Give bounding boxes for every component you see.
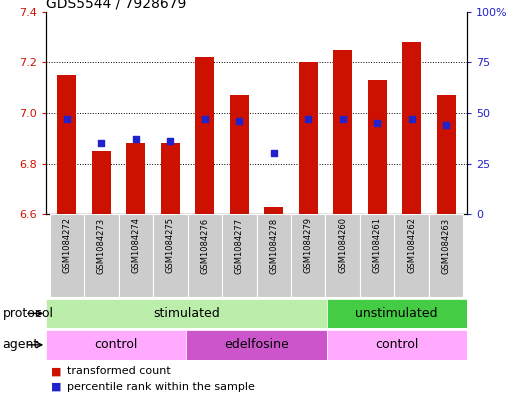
Bar	[84, 214, 119, 297]
Bar	[195, 57, 214, 214]
Point	[407, 116, 416, 122]
Text: percentile rank within the sample: percentile rank within the sample	[67, 382, 254, 392]
Bar	[325, 214, 360, 297]
Bar	[333, 50, 352, 214]
Text: edelfosine: edelfosine	[224, 338, 289, 351]
Text: protocol: protocol	[3, 307, 53, 320]
Bar	[161, 143, 180, 214]
Text: GSM1084272: GSM1084272	[63, 217, 71, 274]
Point	[132, 136, 140, 142]
Text: agent: agent	[3, 338, 39, 351]
Bar	[437, 95, 456, 214]
Point	[373, 120, 381, 126]
Text: control: control	[94, 338, 138, 351]
Bar	[92, 151, 111, 214]
Bar	[394, 214, 429, 297]
Text: GSM1084279: GSM1084279	[304, 217, 313, 274]
Bar	[46, 299, 327, 328]
Bar	[46, 330, 186, 360]
Text: GSM1084278: GSM1084278	[269, 217, 278, 274]
Text: GSM1084276: GSM1084276	[200, 217, 209, 274]
Text: GDS5544 / 7928679: GDS5544 / 7928679	[46, 0, 187, 11]
Bar	[222, 214, 256, 297]
Bar	[50, 214, 84, 297]
Bar	[264, 207, 283, 214]
Bar	[153, 214, 188, 297]
Bar	[299, 62, 318, 214]
Point	[270, 150, 278, 156]
Point	[304, 116, 312, 122]
Text: GSM1084273: GSM1084273	[97, 217, 106, 274]
Point	[201, 116, 209, 122]
Bar	[368, 80, 387, 214]
Bar	[327, 299, 467, 328]
Bar	[188, 214, 222, 297]
Text: GSM1084274: GSM1084274	[131, 217, 141, 274]
Text: GSM1084275: GSM1084275	[166, 217, 175, 274]
Text: unstimulated: unstimulated	[356, 307, 438, 320]
Point	[235, 118, 243, 124]
Point	[166, 138, 174, 145]
Text: stimulated: stimulated	[153, 307, 220, 320]
Bar	[360, 214, 394, 297]
Bar	[230, 95, 249, 214]
Point	[97, 140, 106, 147]
Bar	[126, 143, 145, 214]
Text: transformed count: transformed count	[67, 366, 170, 376]
Bar	[256, 214, 291, 297]
Text: GSM1084262: GSM1084262	[407, 217, 416, 274]
Text: GSM1084263: GSM1084263	[442, 217, 450, 274]
Bar	[57, 75, 76, 214]
Text: GSM1084261: GSM1084261	[372, 217, 382, 274]
Text: ■: ■	[51, 366, 62, 376]
Text: ■: ■	[51, 382, 62, 392]
Text: GSM1084277: GSM1084277	[235, 217, 244, 274]
Bar	[291, 214, 325, 297]
Bar	[429, 214, 463, 297]
Bar	[186, 330, 327, 360]
Bar	[402, 42, 421, 214]
Bar	[327, 330, 467, 360]
Point	[63, 116, 71, 122]
Point	[339, 116, 347, 122]
Text: GSM1084260: GSM1084260	[338, 217, 347, 274]
Bar	[119, 214, 153, 297]
Point	[442, 122, 450, 128]
Text: control: control	[375, 338, 419, 351]
